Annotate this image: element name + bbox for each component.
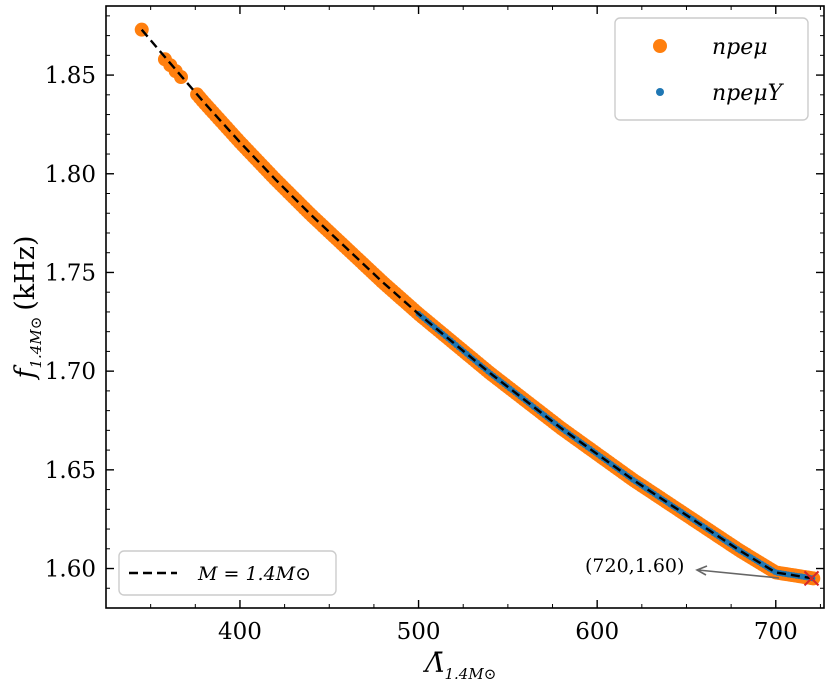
y-tick-label: 1.75 [45,260,96,286]
y-tick-label: 1.65 [45,458,96,484]
y-tick-label: 1.60 [45,557,96,583]
x-tick-label: 700 [754,619,798,645]
highlight-marker [803,570,820,587]
annotation-arrowhead [695,565,708,576]
x-axis-label-subscript: 1.4M⊙ [445,665,497,683]
x-tick-label: 400 [218,619,262,645]
legend-marker-npemuy [656,88,664,96]
legend-label-npemuy: npeμY [712,81,785,106]
ticks-layer: 400 500 600 700 1.60 1.65 1.70 1.75 1.80 1.85 [45,6,824,645]
annotation-label: (720,1.60) [585,555,684,577]
plot-frame [105,5,825,609]
legend-marker-npemu [653,39,667,53]
annotation-arrow-line [697,569,780,579]
y-tick-label: 1.85 [45,63,96,89]
data-layer [134,22,821,587]
x-tick-label: 600 [575,619,619,645]
legend-lower-frame [118,550,337,596]
y-tick-label: 1.80 [45,162,96,188]
x-tick-label: 500 [397,619,441,645]
x-axis-label: Λ̄1.4M⊙ [422,648,496,683]
y-axis-label: f1.4M⊙(kHz) [10,236,45,381]
y-tick-label: 1.70 [45,359,96,385]
x-axis-label-symbol: Λ̄ [422,648,445,679]
legend-label-npemu: npeμ [712,35,768,60]
y-axis-label-subscript: 1.4M⊙ [27,317,45,369]
y-axis-label-unit: (kHz) [10,236,41,311]
legend-label-mass: M = 1.4M⊙ [197,563,311,585]
legend-lower: M = 1.4M⊙ [118,550,337,596]
series-line-mass [140,28,814,580]
legend-upper: npeμ npeμY [614,17,809,121]
